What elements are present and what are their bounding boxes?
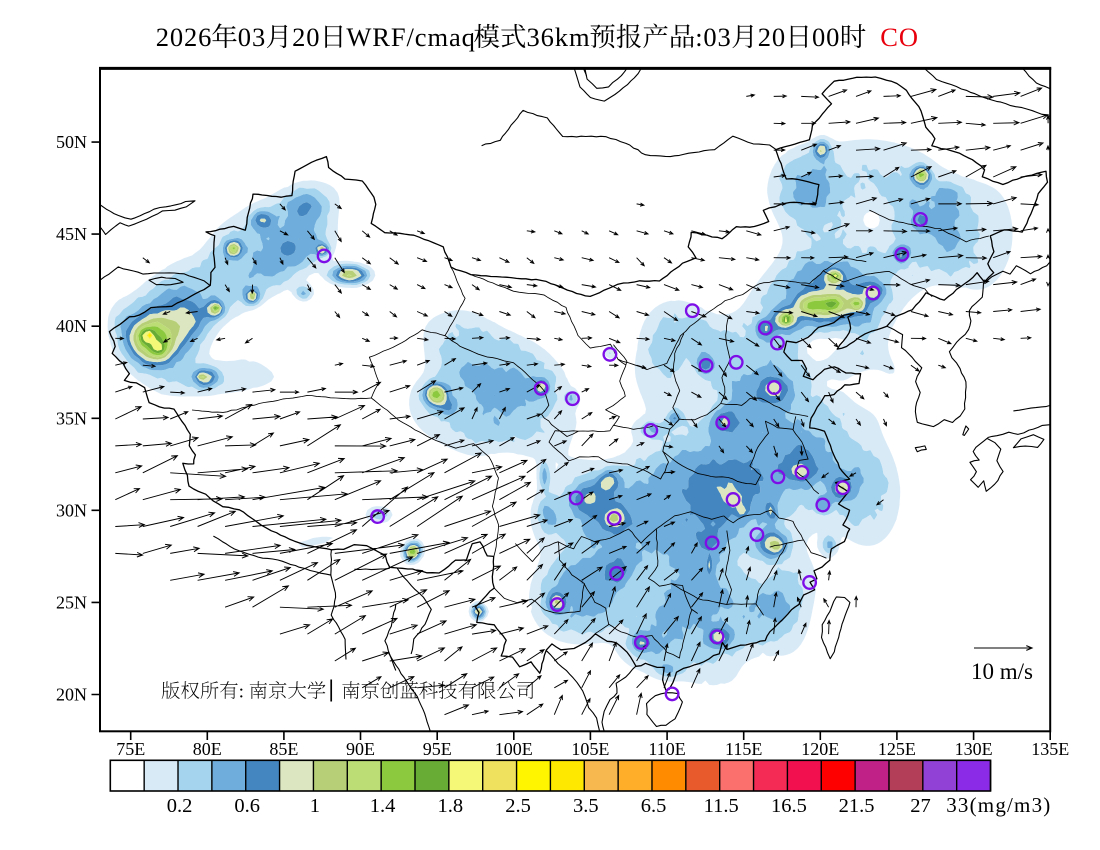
- svg-text:0.2: 0.2: [167, 795, 193, 817]
- svg-text:80E: 80E: [193, 739, 222, 759]
- svg-text:03: 03: [238, 22, 266, 52]
- svg-text:CO: CO: [880, 22, 919, 52]
- svg-text:30N: 30N: [56, 500, 87, 520]
- svg-text:135E: 135E: [1031, 739, 1069, 759]
- svg-text:2026: 2026: [156, 22, 213, 52]
- svg-text:130E: 130E: [955, 739, 993, 759]
- svg-text:1.4: 1.4: [370, 795, 396, 817]
- svg-text:11.5: 11.5: [704, 795, 739, 817]
- svg-text:115E: 115E: [725, 739, 762, 759]
- svg-text:1.8: 1.8: [437, 795, 463, 817]
- svg-text:20: 20: [292, 22, 320, 52]
- svg-text:90E: 90E: [346, 739, 375, 759]
- svg-text:03: 03: [703, 22, 731, 52]
- svg-text:110E: 110E: [648, 739, 685, 759]
- svg-text:33(mg/m3): 33(mg/m3): [946, 793, 1051, 817]
- svg-text:1: 1: [310, 795, 320, 817]
- svg-text:36km: 36km: [527, 22, 591, 52]
- svg-text:45N: 45N: [56, 224, 87, 244]
- svg-text:2.5: 2.5: [505, 795, 531, 817]
- svg-text:25N: 25N: [56, 592, 87, 612]
- svg-text:120E: 120E: [801, 739, 839, 759]
- svg-text:3.5: 3.5: [573, 795, 599, 817]
- svg-text::: :: [239, 682, 244, 703]
- svg-text:20: 20: [758, 22, 786, 52]
- svg-text:21.5: 21.5: [839, 795, 875, 817]
- svg-text:27: 27: [910, 795, 931, 817]
- svg-text:10 m/s: 10 m/s: [971, 659, 1033, 684]
- svg-text:20N: 20N: [56, 685, 87, 705]
- svg-text:125E: 125E: [878, 739, 916, 759]
- svg-text:16.5: 16.5: [771, 795, 807, 817]
- svg-text:00: 00: [812, 22, 840, 52]
- svg-text:50N: 50N: [56, 132, 87, 152]
- svg-text:40N: 40N: [56, 316, 87, 336]
- svg-text:75E: 75E: [116, 739, 145, 759]
- svg-text:95E: 95E: [423, 739, 452, 759]
- svg-text:0.6: 0.6: [234, 795, 260, 817]
- svg-text::: :: [695, 22, 703, 52]
- svg-text:6.5: 6.5: [641, 795, 667, 817]
- svg-text:WRF/cmaq: WRF/cmaq: [346, 22, 475, 52]
- svg-text:100E: 100E: [495, 739, 533, 759]
- svg-text:105E: 105E: [571, 739, 609, 759]
- svg-text:35N: 35N: [56, 408, 87, 428]
- svg-text:85E: 85E: [269, 739, 298, 759]
